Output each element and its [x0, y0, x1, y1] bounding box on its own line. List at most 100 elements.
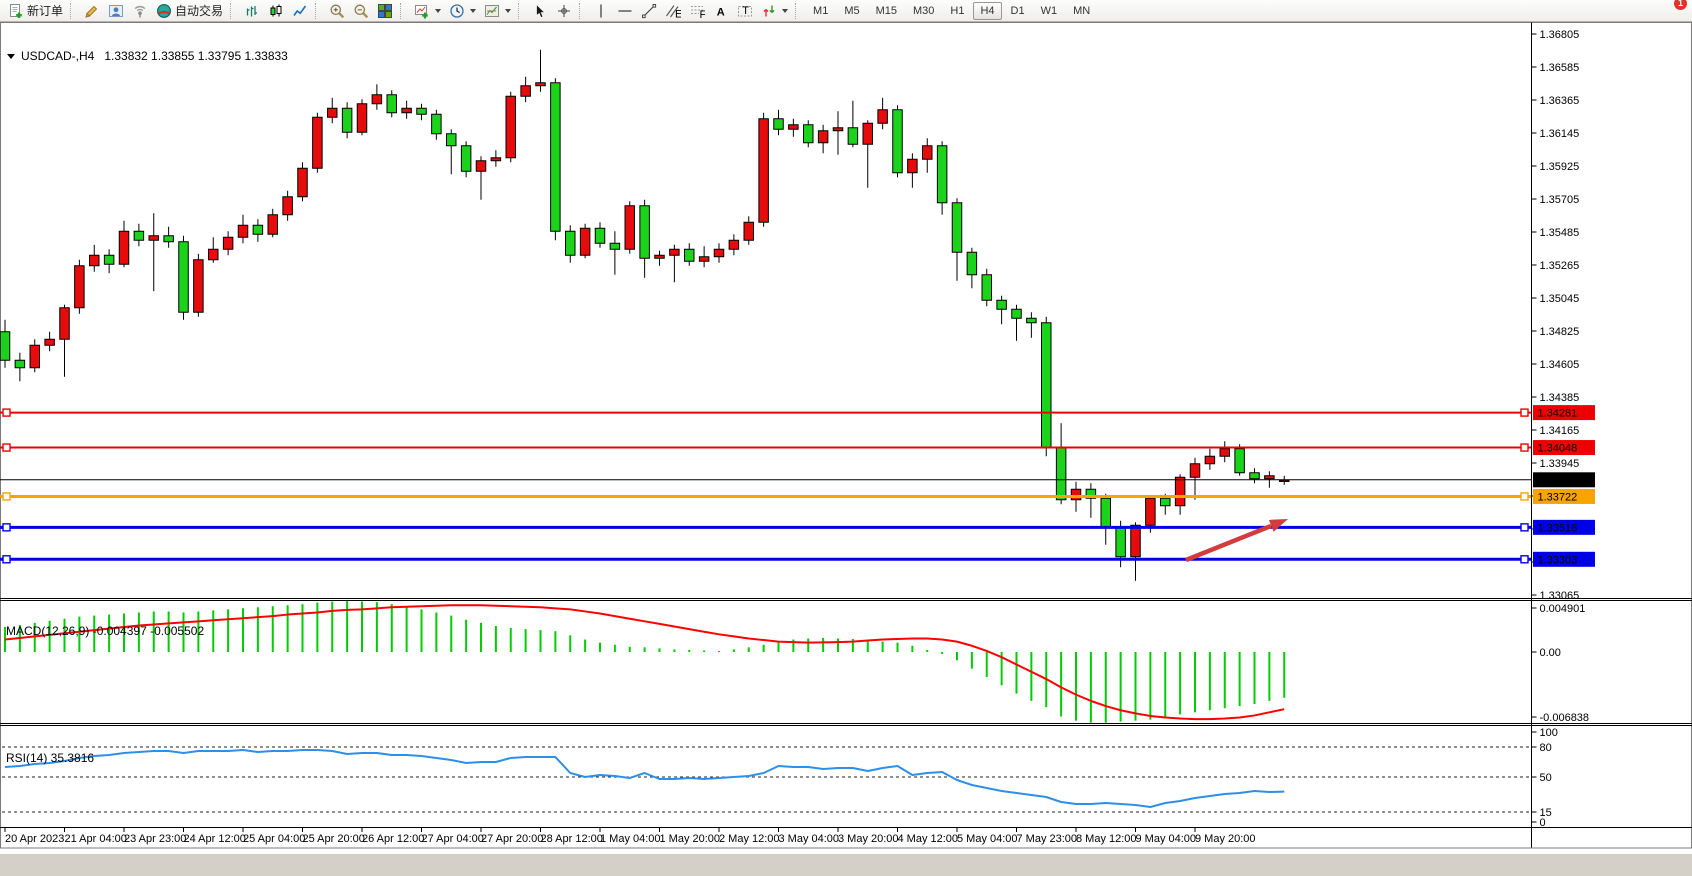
- price-label-box: [1533, 519, 1595, 535]
- candle: [237, 224, 249, 238]
- periods-icon: [450, 3, 464, 18]
- one-click-trading-caret-icon[interactable]: [7, 53, 15, 59]
- autotrade-icon: [157, 3, 171, 18]
- candle: [877, 109, 888, 124]
- vertical-line-button[interactable]: [589, 0, 613, 22]
- candle: [922, 145, 933, 160]
- tf-button-mn[interactable]: MN: [1073, 4, 1091, 17]
- price-label-box: [1533, 405, 1595, 421]
- candle: [59, 307, 70, 340]
- candle: [803, 124, 814, 144]
- chart-canvas[interactable]: 1.36805 1.36585 1.36365 1.36145 1.35925 1.357…: [0, 22, 1692, 854]
- arrows-button[interactable]: [757, 0, 792, 22]
- tf-button-w1[interactable]: W1: [1040, 4, 1058, 17]
- tf-button-h1[interactable]: H1: [950, 4, 965, 17]
- rsi-axis-label: 0: [1540, 817, 1546, 829]
- candle: [981, 274, 992, 301]
- time-tick-label: 1 May 04:00: [600, 833, 661, 845]
- profile-button[interactable]: [104, 0, 128, 22]
- price-label-box: [1533, 440, 1595, 456]
- cursor-icon: [536, 3, 546, 18]
- candle: [520, 85, 531, 97]
- line-handle[interactable]: [1520, 408, 1529, 417]
- notification-badge: 1: [1674, 0, 1687, 10]
- indicators-button[interactable]: [410, 0, 445, 22]
- line-handle[interactable]: [2, 408, 11, 417]
- macd-indicator-label: MACD(12,26,9) -0.004397 -0.005502: [6, 624, 205, 638]
- svg-text:E: E: [675, 8, 681, 19]
- window-bottom-edge: [0, 870, 1692, 876]
- line-handle[interactable]: [1520, 555, 1529, 564]
- time-tick-label: 20 Apr 2023: [5, 833, 64, 845]
- candle: [684, 248, 695, 262]
- tile-windows-button[interactable]: [373, 0, 397, 22]
- trendline-icon: [642, 3, 657, 18]
- fibonacci-button[interactable]: F: [685, 0, 709, 22]
- auto-trading-button[interactable]: 自动交易: [152, 0, 227, 22]
- price-label-text: 1.33303: [1538, 554, 1578, 566]
- horizontal-line-button[interactable]: [613, 0, 637, 22]
- tf-button-m30[interactable]: M30: [913, 4, 935, 17]
- line-handle[interactable]: [2, 492, 11, 501]
- equidistant-channel-button[interactable]: E: [661, 0, 685, 22]
- chevron-down-icon: [505, 8, 512, 13]
- candle: [565, 230, 576, 256]
- line-chart-button[interactable]: [288, 0, 312, 22]
- candle: [1145, 497, 1156, 526]
- styles-button[interactable]: [80, 0, 104, 22]
- zoom-in-button[interactable]: [325, 0, 349, 22]
- arrows-icon: [763, 5, 775, 16]
- cursor-button[interactable]: [528, 0, 552, 22]
- candle: [1130, 524, 1141, 558]
- price-label-box: [1533, 551, 1595, 567]
- candle: [312, 116, 323, 169]
- line-handle[interactable]: [1520, 523, 1529, 532]
- candle: [490, 157, 502, 162]
- text-button[interactable]: A: [709, 0, 733, 22]
- line-handle[interactable]: [1520, 443, 1529, 452]
- line-handle[interactable]: [2, 555, 11, 564]
- candle: [356, 103, 368, 133]
- candle: [282, 196, 293, 216]
- fibonacci-icon: F: [691, 5, 705, 19]
- price-tick-label: 1.35045: [1540, 293, 1580, 305]
- templates-button[interactable]: [480, 0, 515, 22]
- toolbar-separator: [315, 2, 321, 19]
- candle-chart-button[interactable]: [264, 0, 288, 22]
- crosshair-button[interactable]: [552, 0, 576, 22]
- text-label-button[interactable]: T: [733, 0, 757, 22]
- candle: [1249, 472, 1260, 480]
- style-icon: [85, 5, 98, 18]
- signals-button[interactable]: [128, 0, 152, 22]
- tf-button-h4[interactable]: H4: [973, 1, 1002, 20]
- candle: [1279, 479, 1290, 482]
- candle: [14, 359, 26, 369]
- trendline-button[interactable]: [637, 0, 661, 22]
- new-order-button[interactable]: 新订单: [4, 0, 67, 22]
- rsi-axis-label: 50: [1540, 772, 1552, 784]
- zoom-out-icon: [354, 4, 369, 18]
- candle: [74, 265, 85, 309]
- candle: [862, 122, 873, 145]
- trend-arrow[interactable]: [1185, 519, 1288, 563]
- price-tick-label: 1.35265: [1540, 260, 1580, 272]
- time-tick-label: 2 May 12:00: [719, 833, 780, 845]
- line-handle[interactable]: [1520, 492, 1529, 501]
- tf-button-m1[interactable]: M1: [813, 4, 829, 17]
- time-tick-label: 25 Apr 20:00: [303, 833, 365, 845]
- price-axis[interactable]: 1.36805 1.36585 1.36365 1.36145 1.35925 1.357…: [1531, 22, 1596, 848]
- candle: [951, 202, 963, 253]
- tf-button-m15[interactable]: M15: [875, 4, 897, 17]
- tf-button-d1[interactable]: D1: [1010, 4, 1025, 17]
- line-handle[interactable]: [2, 443, 11, 452]
- time-tick-label: 25 Apr 04:00: [243, 833, 305, 845]
- time-tick-label: 27 Apr 20:00: [481, 833, 543, 845]
- tf-button-m5[interactable]: M5: [844, 4, 860, 17]
- candle: [1204, 455, 1216, 465]
- bar-chart-button[interactable]: [240, 0, 264, 22]
- line-handle[interactable]: [2, 523, 11, 532]
- symbol-ohlc-label: USDCAD-,H4 1.33832 1.33855 1.33795 1.338…: [7, 49, 288, 63]
- periods-button[interactable]: [445, 0, 480, 22]
- zoom-out-button[interactable]: [349, 0, 373, 22]
